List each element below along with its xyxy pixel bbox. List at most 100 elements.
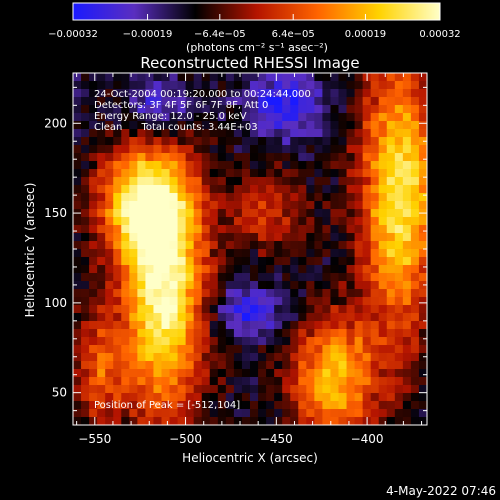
heatmap-pixel bbox=[177, 305, 187, 314]
colorbar-tick-label: −0.00019 bbox=[123, 29, 173, 40]
heatmap-pixel bbox=[274, 201, 283, 210]
heatmap-pixel bbox=[161, 289, 171, 298]
annotation-block: 24-Oct-2004 00:19:20.000 to 00:24:44.000… bbox=[94, 89, 311, 133]
heatmap-pixel bbox=[290, 193, 299, 202]
heatmap-pixel bbox=[177, 209, 187, 218]
heatmap-pixel bbox=[418, 153, 427, 162]
heatmap-pixel bbox=[209, 313, 219, 322]
heatmap-pixel bbox=[386, 169, 396, 178]
heatmap-pixel bbox=[418, 225, 427, 234]
heatmap-pixel bbox=[346, 145, 356, 154]
heatmap-pixel bbox=[338, 121, 348, 130]
heatmap-pixel bbox=[185, 201, 195, 210]
heatmap-pixel bbox=[418, 321, 427, 330]
heatmap-pixel bbox=[129, 89, 138, 98]
heatmap-pixel bbox=[362, 169, 372, 178]
heatmap-pixel bbox=[402, 105, 412, 114]
heatmap-pixel bbox=[402, 121, 412, 130]
heatmap-pixel bbox=[266, 201, 275, 210]
heatmap-pixel bbox=[121, 361, 130, 370]
heatmap-pixel bbox=[177, 265, 187, 274]
heatmap-pixel bbox=[330, 385, 340, 394]
heatmap-pixel bbox=[250, 321, 259, 330]
heatmap-pixel bbox=[177, 113, 187, 122]
heatmap-pixel bbox=[217, 121, 227, 130]
heatmap-pixel bbox=[330, 369, 340, 378]
heatmap-pixel bbox=[73, 321, 82, 330]
heatmap-pixel bbox=[121, 137, 130, 146]
heatmap-pixel bbox=[233, 345, 243, 354]
heatmap-pixel bbox=[330, 409, 340, 418]
heatmap-pixel bbox=[177, 385, 187, 394]
heatmap-pixel bbox=[274, 113, 283, 122]
heatmap-pixel bbox=[105, 257, 114, 266]
heatmap-pixel bbox=[161, 129, 171, 138]
heatmap-pixel bbox=[113, 217, 122, 226]
heatmap-pixel bbox=[274, 321, 283, 330]
heatmap-pixel bbox=[314, 145, 324, 154]
heatmap-pixel bbox=[169, 361, 179, 370]
heatmap-pixel bbox=[137, 353, 147, 362]
heatmap-pixel bbox=[274, 361, 283, 370]
heatmap-pixel bbox=[169, 377, 179, 386]
heatmap-pixel bbox=[418, 289, 427, 298]
heatmap-pixel bbox=[322, 201, 332, 210]
heatmap-pixel bbox=[258, 361, 267, 370]
heatmap-pixel bbox=[177, 393, 187, 402]
heatmap-pixel bbox=[145, 289, 155, 298]
heatmap-pixel bbox=[137, 257, 147, 266]
heatmap-pixel bbox=[105, 385, 114, 394]
heatmap-pixel bbox=[250, 345, 259, 354]
heatmap-pixel bbox=[266, 193, 275, 202]
heatmap-pixel bbox=[129, 297, 138, 306]
heatmap-pixel bbox=[274, 225, 283, 234]
heatmap-pixel bbox=[241, 137, 251, 146]
heatmap-pixel bbox=[346, 377, 356, 386]
heatmap-pixel bbox=[105, 137, 114, 146]
heatmap-pixel bbox=[113, 313, 122, 322]
heatmap-pixel bbox=[378, 369, 388, 378]
heatmap-pixel bbox=[217, 401, 227, 410]
heatmap-pixel bbox=[362, 137, 372, 146]
heatmap-pixel bbox=[290, 257, 299, 266]
heatmap-pixel bbox=[298, 345, 307, 354]
heatmap-pixel bbox=[370, 137, 380, 146]
heatmap-pixel bbox=[370, 417, 380, 425]
heatmap-pixel bbox=[113, 321, 122, 330]
heatmap-pixel bbox=[266, 409, 275, 418]
heatmap-pixel bbox=[266, 401, 275, 410]
heatmap-pixel bbox=[153, 137, 163, 146]
heatmap-pixel bbox=[161, 121, 171, 130]
heatmap-pixel bbox=[354, 193, 364, 202]
heatmap-pixel bbox=[201, 145, 211, 154]
heatmap-pixel bbox=[258, 417, 267, 425]
heatmap-pixel bbox=[258, 225, 267, 234]
heatmap-pixel bbox=[258, 337, 267, 346]
heatmap-pixel bbox=[298, 97, 307, 106]
heatmap-pixel bbox=[346, 369, 356, 378]
heatmap-pixel bbox=[266, 169, 275, 178]
heatmap-pixel bbox=[394, 289, 404, 298]
heatmap-pixel bbox=[386, 105, 396, 114]
heatmap-pixel bbox=[89, 73, 98, 82]
heatmap-pixel bbox=[121, 209, 130, 218]
heatmap-pixel bbox=[225, 321, 235, 330]
heatmap-pixel bbox=[314, 313, 324, 322]
heatmap-pixel bbox=[330, 241, 340, 250]
heatmap-pixel bbox=[250, 225, 259, 234]
heatmap-pixel bbox=[410, 185, 420, 194]
heatmap-pixel bbox=[217, 113, 227, 122]
heatmap-pixel bbox=[290, 337, 299, 346]
heatmap-pixel bbox=[418, 313, 427, 322]
heatmap-pixel bbox=[306, 145, 315, 154]
heatmap-pixel bbox=[362, 153, 372, 162]
heatmap-pixel bbox=[298, 145, 307, 154]
heatmap-pixel bbox=[145, 129, 155, 138]
heatmap-pixel bbox=[266, 137, 275, 146]
heatmap-pixel bbox=[258, 377, 267, 386]
heatmap-pixel bbox=[209, 233, 219, 242]
heatmap-pixel bbox=[306, 241, 315, 250]
heatmap-pixel bbox=[306, 209, 315, 218]
heatmap-pixel bbox=[354, 145, 364, 154]
heatmap-pixel bbox=[306, 193, 315, 202]
